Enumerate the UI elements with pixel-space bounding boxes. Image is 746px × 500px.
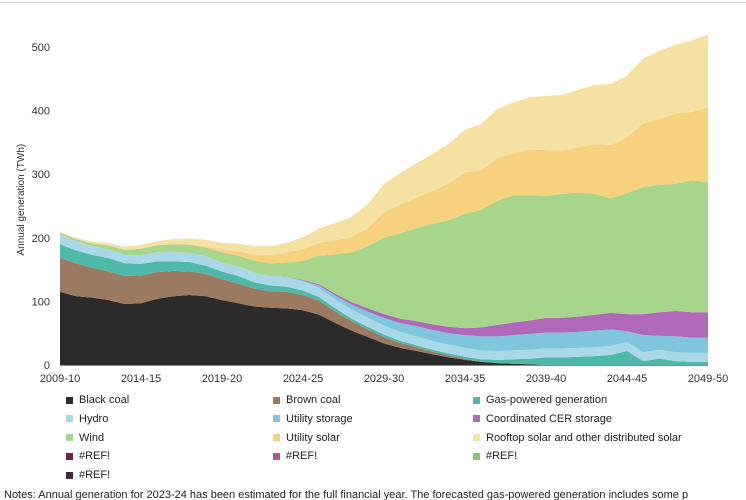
legend-label: Rooftop solar and other distributed sola… <box>486 431 682 444</box>
legend-item: Utility solar <box>273 429 340 447</box>
legend-swatch <box>66 471 73 479</box>
legend-swatch <box>473 434 480 442</box>
x-tick-label: 2034-35 <box>445 373 485 385</box>
legend-swatch <box>273 396 280 404</box>
legend-item: Brown coal <box>273 391 340 409</box>
legend-swatch <box>66 452 73 460</box>
y-axis-label: Annual generation (TWh) <box>16 144 27 256</box>
area-coordinated-cer-storage <box>60 234 708 338</box>
legend-label: Gas-powered generation <box>486 394 608 406</box>
area-hydro <box>60 234 708 362</box>
legend-swatch <box>66 396 73 404</box>
area-brown-coal <box>60 258 708 365</box>
legend-swatch <box>273 452 280 460</box>
legend-item: Black coal <box>66 391 129 409</box>
top-border <box>0 2 746 3</box>
x-tick-label: 2024-25 <box>283 373 323 385</box>
legend-item: #REF! <box>473 447 517 465</box>
legend-swatch <box>473 452 480 460</box>
legend-label: #REF! <box>486 450 518 463</box>
x-tick-label: 2049-50 <box>688 373 728 385</box>
x-tick-label: 2014-15 <box>121 373 161 385</box>
legend-item: Utility storage <box>273 410 353 428</box>
legend-label: Wind <box>79 431 105 444</box>
y-tick-label: 400 <box>32 106 50 118</box>
area-rooftop-solar-and-other-distributed-solar <box>60 34 708 255</box>
chart-notes: Notes: Annual generation for 2023-24 has… <box>4 489 689 500</box>
area-gas-powered-generation <box>60 244 708 365</box>
y-tick-label: 0 <box>44 360 50 372</box>
y-tick-label: 300 <box>32 169 50 181</box>
legend-item: Coordinated CER storage <box>473 410 612 428</box>
legend-label: #REF! <box>79 450 111 463</box>
legend-item: Wind <box>66 429 104 447</box>
area-black-coal <box>60 291 708 365</box>
legend-label: Black coal <box>79 394 130 406</box>
area-chart: 0 100 200 300 400 500 2009-10 2014-15 2019-20 202… <box>16 34 728 385</box>
area-utility-storage <box>60 234 708 353</box>
legend-swatch <box>473 415 480 423</box>
legend-label: Utility solar <box>286 431 340 444</box>
legend-swatch <box>473 396 480 404</box>
y-tick-label: 100 <box>32 296 50 308</box>
y-tick-label: 200 <box>32 233 50 245</box>
legend-item: #REF! <box>273 447 317 465</box>
area-wind <box>60 180 708 329</box>
legend-label: Hydro <box>79 412 109 425</box>
x-tick-label: 2029-30 <box>364 373 404 385</box>
legend-label: Coordinated CER storage <box>486 412 612 425</box>
legend-item: #REF! <box>66 447 110 465</box>
legend-item: Gas-powered generation <box>473 391 607 409</box>
legend-swatch <box>66 434 73 442</box>
area-utility-solar <box>60 107 708 264</box>
legend-swatch <box>66 415 73 423</box>
y-tick-label: 500 <box>32 42 50 54</box>
legend-label: Brown coal <box>286 394 341 406</box>
legend-item: Hydro <box>66 410 108 428</box>
legend-swatch <box>273 434 280 442</box>
legend-label: #REF! <box>79 469 111 482</box>
legend-item: Rooftop solar and other distributed sola… <box>473 429 682 447</box>
legend-label: Utility storage <box>286 412 353 425</box>
x-tick-label: 2019-20 <box>202 373 242 385</box>
x-tick-label: 2009-10 <box>40 373 80 385</box>
legend-item: #REF! <box>66 466 110 484</box>
legend-label: #REF! <box>286 450 318 463</box>
x-tick-label: 2044-45 <box>607 373 647 385</box>
x-tick-label: 2039-40 <box>526 373 566 385</box>
legend-swatch <box>273 415 280 423</box>
